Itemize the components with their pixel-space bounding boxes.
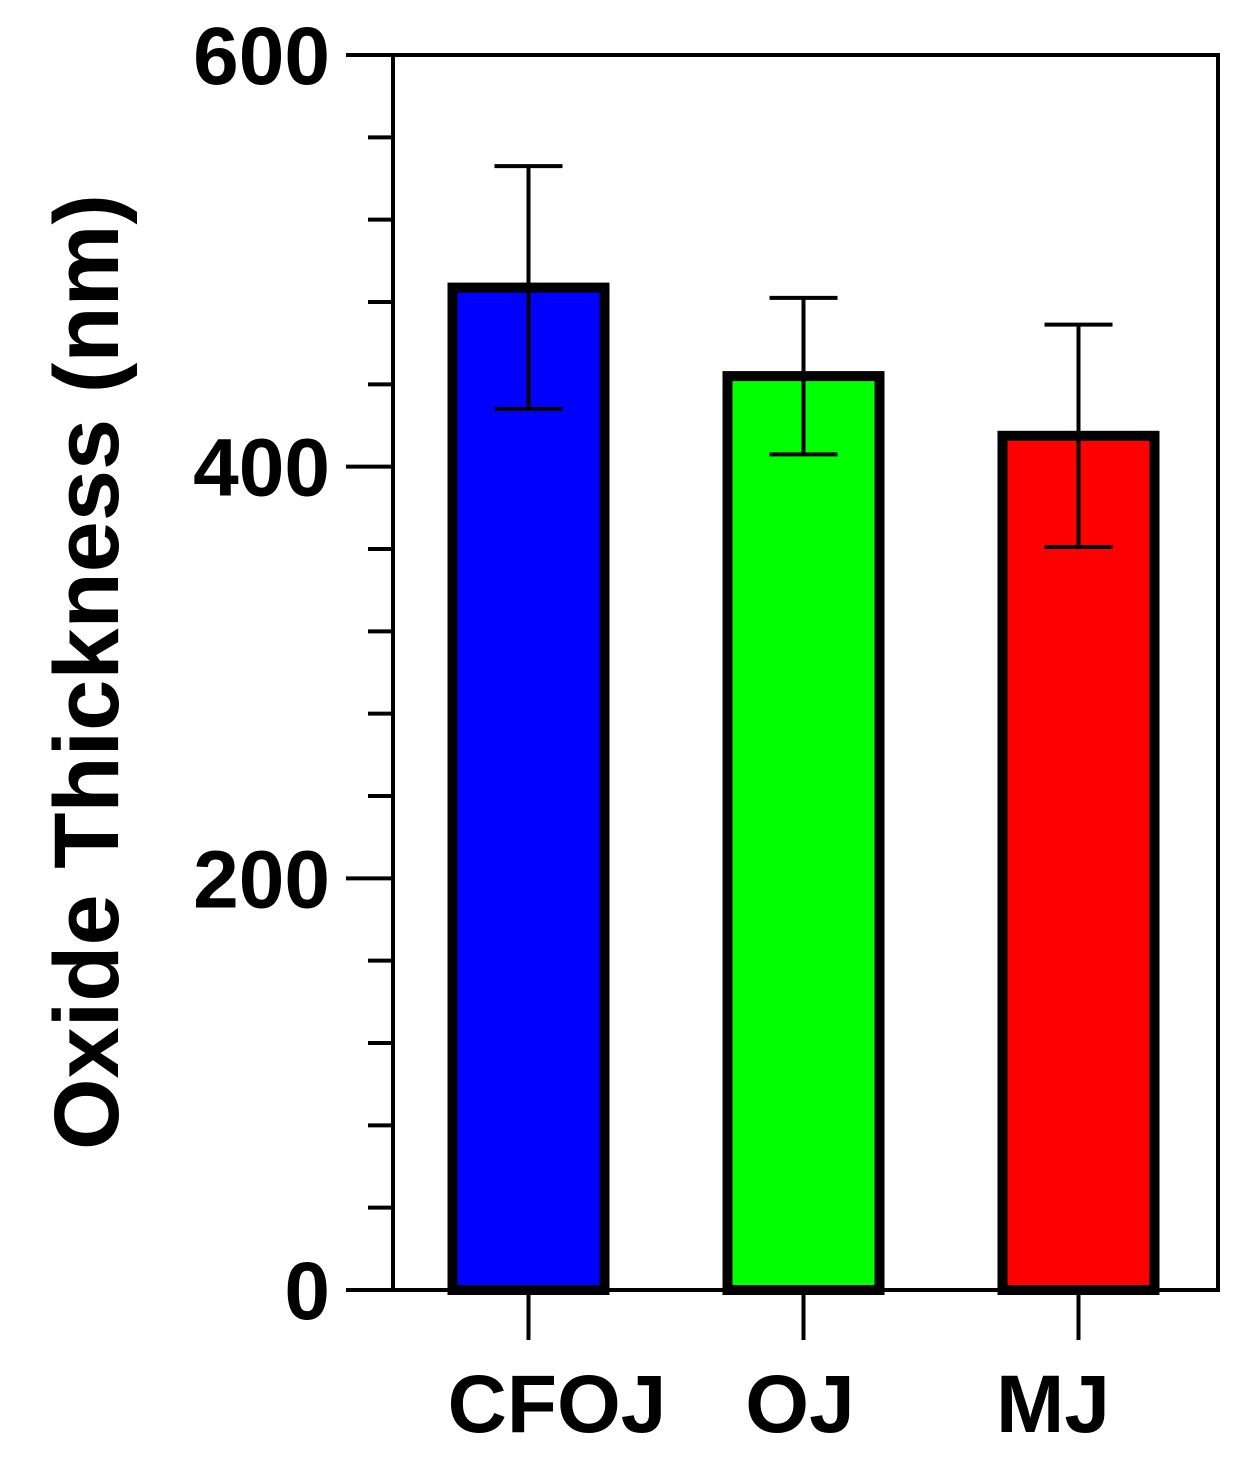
x-category-label: CFOJ [448, 1359, 667, 1450]
x-category-label: OJ [745, 1359, 854, 1450]
bar-mj [997, 430, 1160, 1295]
y-tick-label: 400 [193, 423, 330, 514]
y-axis-title: Oxide Thickness (nm) [36, 194, 138, 1150]
y-tick-label: 200 [193, 834, 330, 925]
x-category-label: MJ [996, 1359, 1110, 1450]
bar-cfoj [447, 282, 610, 1295]
y-tick-label: 0 [284, 1246, 330, 1337]
bars-group [447, 164, 1160, 1296]
bar-oj [722, 371, 885, 1296]
y-tick-label: 600 [193, 11, 330, 102]
y-axis-ticks: 0 200 400 600 [193, 11, 393, 1337]
x-axis-categories: CFOJ OJ MJ [448, 1290, 1110, 1450]
